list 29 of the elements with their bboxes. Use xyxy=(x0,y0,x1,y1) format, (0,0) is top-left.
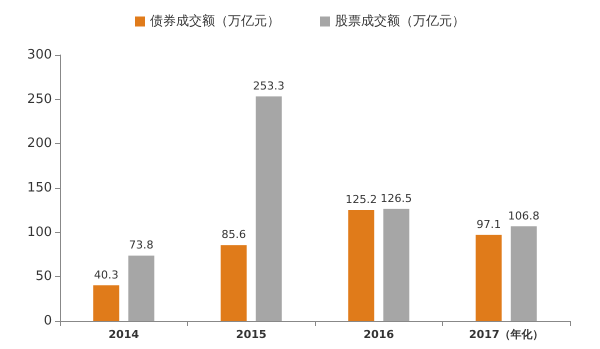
data-label: 73.8 xyxy=(129,238,154,252)
x-tick-label: 2015 xyxy=(236,328,267,341)
bar xyxy=(93,285,120,321)
y-tick-label: 300 xyxy=(27,48,52,62)
x-tick-label: 2017（年化） xyxy=(468,328,544,341)
bar xyxy=(256,96,282,321)
bar xyxy=(348,210,374,321)
x-tick-label: 2014 xyxy=(108,328,140,341)
data-label: 125.2 xyxy=(345,192,377,206)
data-label: 85.6 xyxy=(221,228,246,242)
y-tick-label: 0 xyxy=(44,314,52,328)
bar xyxy=(510,226,537,321)
bar xyxy=(383,208,410,321)
y-tick-label: 150 xyxy=(27,180,52,196)
data-label: 106.8 xyxy=(508,209,540,222)
y-tick-label: 50 xyxy=(35,269,52,284)
legend-label: 股票成交额（万亿元） xyxy=(335,13,465,29)
bar xyxy=(220,245,247,321)
y-tick-label: 200 xyxy=(27,136,52,152)
y-tick-label: 250 xyxy=(27,92,52,107)
x-tick-label: 2016 xyxy=(363,328,394,341)
y-tick-label: 100 xyxy=(27,224,52,240)
data-label: 97.1 xyxy=(476,218,501,231)
bar xyxy=(128,256,154,321)
data-label: 40.3 xyxy=(94,268,118,282)
data-label: 253.3 xyxy=(253,79,285,92)
legend-label: 债券成交额（万亿元） xyxy=(150,13,280,29)
data-label: 126.5 xyxy=(380,192,412,205)
bar xyxy=(476,234,502,321)
